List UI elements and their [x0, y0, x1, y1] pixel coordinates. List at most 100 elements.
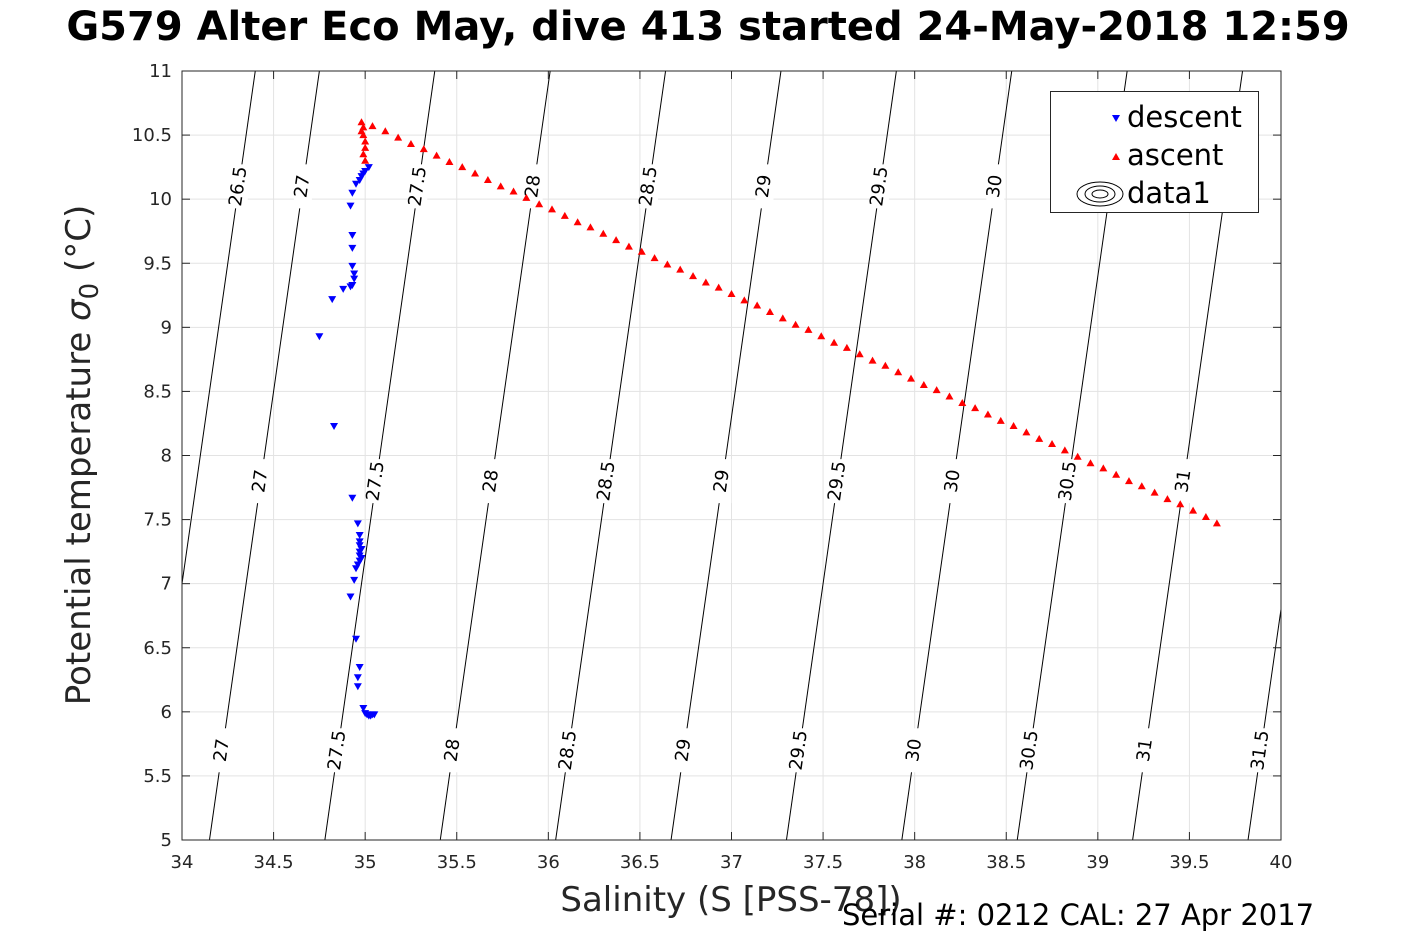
descent-marker: [370, 711, 379, 719]
contour-label-bg: [524, 164, 543, 209]
contour-label-bg: [905, 728, 924, 773]
x-tick-label: 36.5: [620, 852, 660, 873]
ascent-marker: [586, 223, 595, 231]
contour-label: 27: [290, 173, 314, 199]
legend-label-data1: data1: [1127, 176, 1211, 210]
contour-label: 28: [521, 173, 545, 199]
y-axis-label-sigma: σ: [59, 299, 99, 321]
contour-label-bg: [713, 459, 732, 504]
ascent-marker: [509, 187, 518, 195]
ascent-marker: [817, 332, 826, 340]
contour-label-bg: [293, 164, 312, 209]
ascent-marker: [1176, 500, 1185, 508]
ascent-marker: [612, 236, 621, 244]
ascent-marker: [573, 218, 582, 226]
descent-marker: [353, 674, 362, 682]
descent-marker: [355, 557, 364, 565]
x-tick-label: 37: [720, 852, 743, 873]
ascent-marker: [1035, 434, 1044, 442]
descent-marker: [315, 333, 324, 341]
ascent-marker: [432, 151, 441, 159]
ascent-marker: [983, 410, 992, 418]
x-tick-label: 35.5: [437, 852, 477, 873]
ascent-marker: [945, 392, 954, 400]
contour-label-bg: [674, 728, 693, 773]
contour-label-bg: [944, 459, 963, 504]
ascent-marker: [1086, 459, 1095, 467]
y-axis-label: Potential temperature σ0 (°C): [59, 205, 105, 705]
legend-item-ascent: ascent: [1051, 136, 1258, 174]
ascent-marker: [830, 338, 839, 346]
ascent-marker: [361, 137, 370, 145]
contour-label: 30: [941, 468, 965, 494]
y-axis-label-main: Potential temperature: [59, 320, 99, 706]
contour-ellipse-icon: [1076, 181, 1124, 207]
descent-marker: [350, 270, 359, 278]
ascent-marker: [714, 283, 723, 291]
ascent-marker: [496, 182, 505, 190]
ascent-marker: [868, 356, 877, 364]
legend-label-descent: descent: [1127, 100, 1242, 134]
contour-label-bg: [559, 728, 578, 773]
x-tick-label: 35: [354, 852, 377, 873]
y-tick-label: 9: [161, 317, 172, 338]
y-tick-label: 8: [161, 446, 172, 467]
ascent-marker: [1212, 519, 1221, 527]
descent-marker: [364, 164, 373, 172]
y-tick-label: 9.5: [143, 253, 172, 274]
descent-marker: [355, 538, 364, 546]
ascent-marker: [471, 169, 480, 177]
contour-label-bg: [1251, 728, 1270, 773]
ascent-marker: [522, 193, 531, 201]
ascent-marker: [894, 368, 903, 376]
y-tick-label: 10: [149, 189, 172, 210]
descent-marker: [353, 683, 362, 691]
ascent-marker: [458, 163, 467, 171]
contour-label-bg: [640, 164, 659, 209]
ascent-marker: [624, 242, 633, 250]
y-tick-label: 8.5: [143, 381, 172, 402]
x-tick-label: 36: [537, 852, 560, 873]
ascent-marker: [599, 229, 608, 237]
descent-marker: [353, 520, 362, 528]
series-ascent: [357, 118, 1221, 527]
contour-label-bg: [229, 164, 248, 209]
legend-item-descent: descent: [1051, 98, 1258, 136]
contour-label-bg: [1174, 459, 1193, 504]
ascent-marker: [753, 301, 762, 309]
ascent-marker: [1060, 446, 1069, 454]
y-axis-label-unit: (°C): [59, 204, 99, 283]
contour-label: 31: [1171, 468, 1195, 494]
descent-marker: [355, 548, 364, 556]
ascent-marker: [1022, 428, 1031, 436]
ascent-marker: [1163, 495, 1172, 503]
contour-label-bg: [409, 164, 428, 209]
x-tick-label: 34.5: [254, 852, 294, 873]
contour-label: 30: [902, 737, 926, 763]
descent-marker: [330, 423, 339, 431]
contour-label-bg: [790, 728, 809, 773]
descent-marker: [348, 262, 357, 270]
contour-label-bg: [1136, 728, 1155, 773]
ascent-marker: [791, 320, 800, 328]
contour-label-bg: [828, 459, 847, 504]
descent-marker-icon: [1112, 115, 1120, 122]
ascent-marker: [907, 374, 916, 382]
descent-marker: [348, 494, 357, 502]
ascent-marker: [996, 416, 1005, 424]
ascent-marker: [855, 350, 864, 358]
descent-marker: [355, 176, 364, 184]
ascent-marker: [804, 325, 813, 333]
ascent-marker: [359, 131, 368, 139]
contour-label: 30: [983, 173, 1007, 199]
ascent-marker: [1150, 488, 1159, 496]
y-tick-label: 7: [161, 574, 172, 595]
contour-label-bg: [1021, 728, 1040, 773]
ascent-marker: [727, 290, 736, 298]
y-tick-label: 5.5: [143, 766, 172, 787]
contour-label: 29: [752, 173, 776, 199]
ascent-marker: [483, 175, 492, 183]
descent-marker: [348, 244, 357, 252]
contour-label-bg: [251, 459, 270, 504]
y-tick-label: 7.5: [143, 510, 172, 531]
